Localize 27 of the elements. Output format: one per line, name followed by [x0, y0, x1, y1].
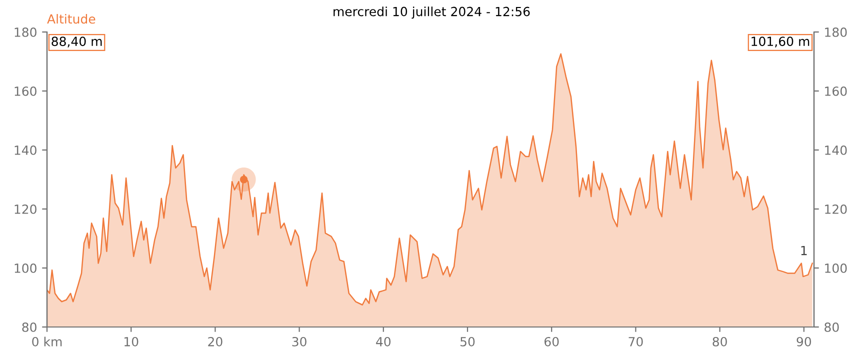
y-axis-title: Altitude: [47, 14, 96, 24]
y2-tick-label: 180: [825, 27, 847, 37]
x-tick-label: 30: [292, 336, 306, 346]
y-tick-label: 100: [14, 263, 36, 273]
annotation: 101,60 m: [752, 36, 810, 48]
x-tick-label: 10: [124, 336, 138, 346]
y2-tick-label: 140: [825, 145, 847, 155]
annotation: 1: [801, 246, 807, 256]
x-tick-label: 40: [376, 336, 391, 346]
chart-title: mercredi 10 juillet 2024 - 12:56: [334, 6, 530, 19]
x-tick-label: 80: [712, 336, 727, 346]
y-tick-label: 140: [14, 145, 36, 155]
x-tick-label: 50: [460, 336, 475, 346]
y2-tick-label: 120: [825, 204, 847, 214]
y-tick-label: 80: [22, 322, 36, 332]
x-tick-label: 20: [208, 336, 222, 346]
y2-tick-label: 80: [824, 322, 839, 332]
y-tick-label: 160: [14, 86, 36, 96]
x-tick-label: 90: [796, 336, 812, 346]
y-tick-label: 180: [14, 27, 36, 37]
annotation: 88,40 m: [52, 36, 102, 48]
x-tick-label: 60: [544, 336, 559, 346]
y2-tick-label: 100: [825, 263, 847, 273]
y2-tick-label: 160: [825, 86, 847, 96]
x-tick-label: 0 km: [32, 336, 62, 346]
x-tick-label: 70: [628, 336, 643, 346]
y-tick-label: 120: [14, 204, 36, 214]
